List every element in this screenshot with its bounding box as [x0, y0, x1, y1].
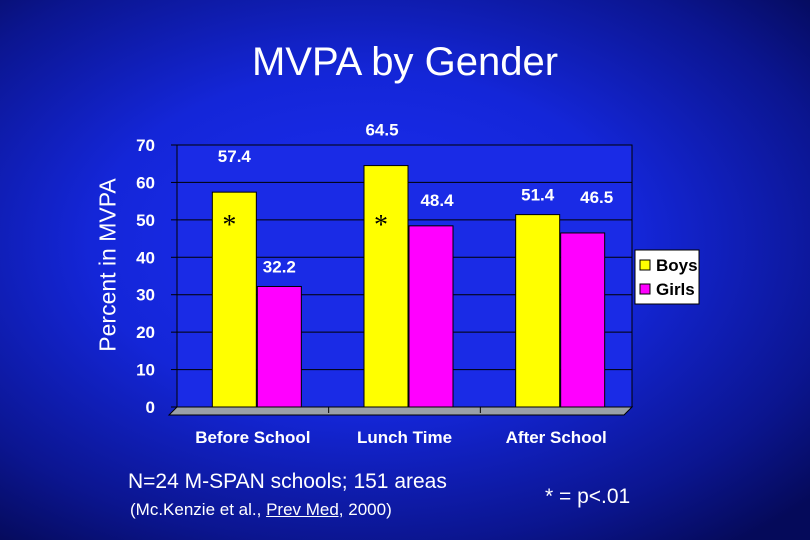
bar-boys — [515, 214, 561, 408]
legend-swatch-boys — [639, 259, 651, 271]
x-tick-label: Lunch Time — [357, 428, 452, 447]
bar-boys — [211, 191, 257, 408]
x-tick-label: After School — [506, 428, 607, 447]
y-tick-label: 0 — [146, 398, 155, 417]
citation-suffix: 2000) — [343, 500, 392, 519]
citation-prefix: (Mc.Kenzie et al., — [130, 500, 267, 519]
y-tick-label: 20 — [136, 323, 155, 342]
data-label-boys: 51.4 — [521, 186, 555, 205]
significance-marker: * — [374, 210, 388, 241]
y-tick-label: 40 — [136, 248, 155, 267]
legend-label-boys: Boys — [656, 256, 698, 275]
citation: (Mc.Kenzie et al., Prev Med, 2000) — [130, 500, 392, 520]
bar-girls — [256, 285, 302, 408]
data-label-boys: 64.5 — [365, 121, 398, 140]
sample-footnote: N=24 M-SPAN schools; 151 areas — [128, 470, 447, 493]
data-label-girls: 46.5 — [580, 188, 613, 207]
significance-marker: * — [222, 210, 236, 241]
bar-girls — [560, 232, 606, 408]
significance-note: * = p<.01 — [545, 485, 631, 508]
y-tick-label: 70 — [136, 136, 155, 155]
legend-swatch-girls — [639, 283, 651, 295]
x-tick-label: Before School — [195, 428, 310, 447]
y-tick-label: 50 — [136, 211, 155, 230]
citation-journal: Prev Med, — [266, 500, 344, 519]
chart-title: MVPA by Gender — [251, 40, 559, 84]
data-label-girls: 48.4 — [420, 191, 454, 210]
plot-floor — [167, 406, 634, 416]
data-label-boys: 57.4 — [218, 147, 252, 166]
legend-box — [634, 249, 700, 305]
y-tick-label: 30 — [136, 286, 155, 305]
legend: Boys Girls — [634, 249, 700, 305]
data-label-girls: 32.2 — [263, 257, 296, 276]
y-tick-label: 60 — [136, 173, 155, 192]
bar-boys — [363, 165, 409, 408]
legend-label-girls: Girls — [656, 280, 695, 299]
bar-girls — [408, 225, 454, 408]
y-tick-label: 10 — [136, 361, 155, 380]
